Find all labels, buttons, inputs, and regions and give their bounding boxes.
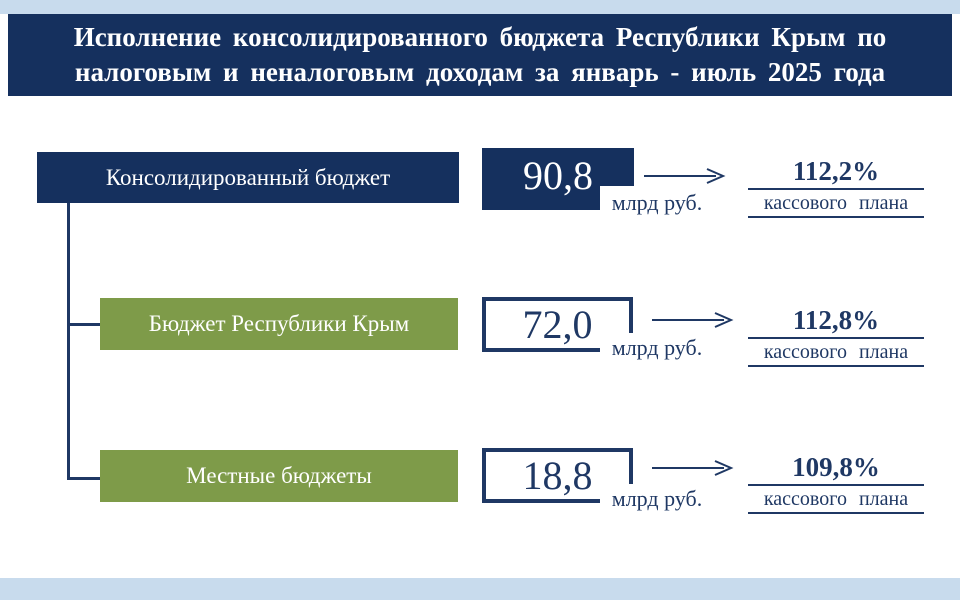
value-box-edge bbox=[629, 297, 633, 333]
percent-local: 109,8% bbox=[792, 452, 880, 482]
value-box-edge bbox=[482, 448, 633, 452]
title-bar: Исполнение консолидированного бюджета Ре… bbox=[8, 14, 952, 96]
caption-underline bbox=[748, 216, 924, 218]
percent-republic: 112,8% bbox=[792, 305, 880, 335]
label-consolidated-budget: Консолидированный бюджет bbox=[105, 164, 391, 190]
percent-caption-republic: кассового плана bbox=[763, 341, 909, 363]
fraction-rule bbox=[748, 484, 924, 486]
label-republic-budget: Бюджет Республики Крым bbox=[148, 311, 410, 336]
caption-underline bbox=[748, 365, 924, 367]
fraction-rule bbox=[748, 337, 924, 339]
slide-title-line1: Исполнение консолидированного бюджета Ре… bbox=[73, 22, 887, 52]
top-border-strip bbox=[0, 0, 960, 14]
tree-connector-vertical bbox=[67, 202, 70, 480]
percent-consolidated: 112,2% bbox=[792, 156, 880, 186]
label-box-local-budgets: Местные бюджеты bbox=[100, 450, 458, 502]
percent-group-consolidated: 112,2% кассового плана bbox=[745, 156, 927, 218]
caption-underline bbox=[748, 512, 924, 514]
value-box-edge bbox=[482, 499, 600, 503]
percent-caption-local: кассового плана bbox=[763, 488, 909, 510]
percent-caption-consolidated: кассового плана bbox=[763, 192, 909, 214]
percent-group-republic: 112,8% кассового плана bbox=[745, 305, 927, 367]
value-box-edge bbox=[482, 297, 633, 301]
value-republic: 72,0 bbox=[522, 302, 593, 347]
label-box-republic-budget: Бюджет Республики Крым bbox=[100, 298, 458, 350]
label-box-consolidated-budget: Консолидированный бюджет bbox=[37, 152, 459, 203]
value-box-local: 18,8 bbox=[482, 448, 633, 503]
arrow-right-icon bbox=[652, 460, 734, 476]
value-box-republic: 72,0 bbox=[482, 297, 633, 352]
unit-consolidated: млрд руб. bbox=[611, 190, 703, 215]
slide-title-line2: налоговым и неналоговым доходам за январ… bbox=[74, 57, 886, 87]
tree-connector-branch-republic bbox=[67, 323, 100, 326]
value-box-notch bbox=[600, 186, 634, 210]
unit-local: млрд руб. bbox=[611, 486, 703, 511]
arrow-right-icon bbox=[652, 312, 734, 328]
unit-republic: млрд руб. bbox=[611, 335, 703, 360]
arrow-right-icon bbox=[644, 168, 726, 184]
value-box-edge bbox=[482, 448, 486, 503]
value-box-edge bbox=[629, 448, 633, 484]
value-consolidated: 90,8 bbox=[523, 153, 593, 198]
value-box-edge bbox=[482, 348, 600, 352]
label-local-budgets: Местные бюджеты bbox=[186, 463, 372, 488]
percent-group-local: 109,8% кассового плана bbox=[745, 452, 927, 514]
bottom-border-strip bbox=[0, 578, 960, 600]
tree-connector-branch-local bbox=[67, 477, 100, 480]
fraction-rule bbox=[748, 188, 924, 190]
value-local: 18,8 bbox=[522, 453, 593, 498]
value-box-consolidated: 90,8 bbox=[482, 148, 634, 210]
value-box-edge bbox=[482, 297, 486, 352]
